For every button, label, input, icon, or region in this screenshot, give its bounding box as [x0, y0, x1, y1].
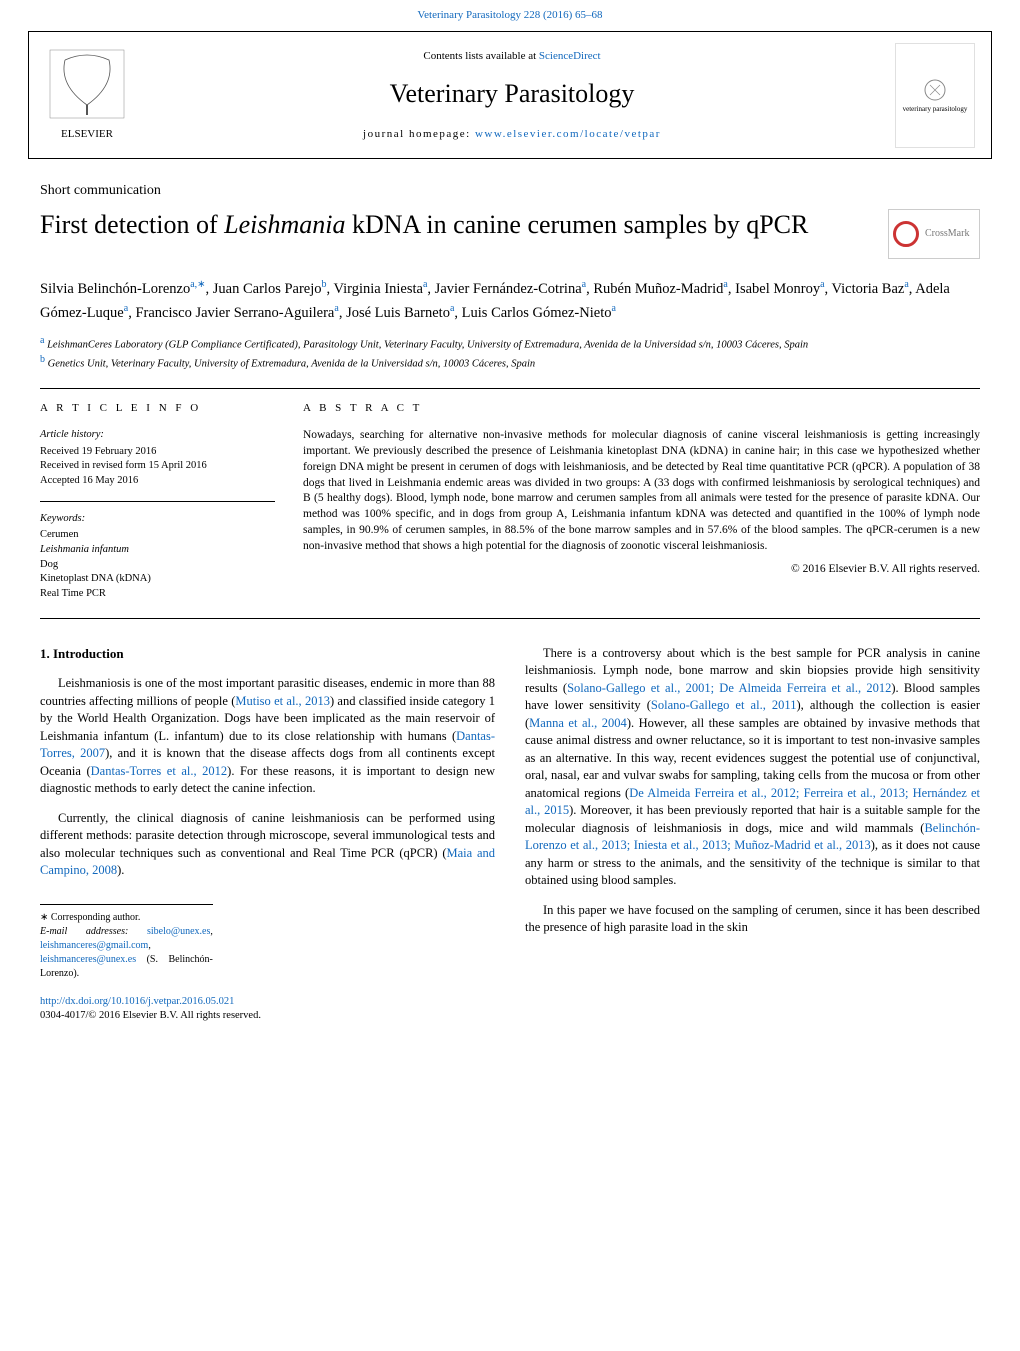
intro-heading: 1. Introduction [40, 645, 495, 663]
right-column: There is a controversy about which is th… [525, 645, 980, 1024]
divider [40, 618, 980, 619]
title-italic: Leishmania [224, 210, 345, 239]
divider [40, 388, 980, 389]
journal-cover-thumbnail: veterinary parasitology [895, 43, 975, 148]
email-line: E-mail addresses: sibelo@unex.es, leishm… [40, 925, 213, 953]
authors-list: Silvia Belinchón-Lorenzoa,∗, Juan Carlos… [40, 277, 980, 324]
citation-link[interactable]: Solano-Gallego et al., 2001; De Almeida … [567, 681, 891, 695]
contents-prefix: Contents lists available at [423, 50, 538, 62]
received-date: Received 19 February 2016 [40, 445, 275, 460]
keyword: Real Time PCR [40, 587, 275, 602]
crossmark-badge[interactable]: CrossMark [888, 209, 980, 259]
abstract-column: A B S T R A C T Nowadays, searching for … [303, 401, 980, 602]
citation-link[interactable]: Solano-Gallego et al., 2011 [651, 698, 797, 712]
keyword: Leishmania infantum [40, 543, 275, 558]
citation-link[interactable]: Manna et al., 2004 [529, 716, 627, 730]
email-link[interactable]: leishmanceres@gmail.com [40, 940, 148, 951]
corresponding-author-note: ∗ Corresponding author. [40, 911, 213, 925]
history-label: Article history: [40, 428, 275, 443]
right-paragraph-2: In this paper we have focused on the sam… [525, 902, 980, 937]
header-center: Contents lists available at ScienceDirec… [137, 49, 887, 142]
affiliations: a LeishmanCeres Laboratory (GLP Complian… [40, 334, 980, 371]
article-type-label: Short communication [40, 181, 980, 201]
keyword: Cerumen [40, 528, 275, 543]
revised-date: Received in revised form 15 April 2016 [40, 459, 275, 474]
email-link[interactable]: leishmanceres@unex.es [40, 954, 136, 965]
doi-block: http://dx.doi.org/10.1016/j.vetpar.2016.… [40, 995, 495, 1024]
elsevier-logo: ELSEVIER [37, 40, 137, 150]
journal-header: ELSEVIER Contents lists available at Sci… [28, 31, 992, 159]
contents-available-line: Contents lists available at ScienceDirec… [137, 49, 887, 64]
homepage-prefix: journal homepage: [363, 128, 475, 140]
crossmark-label: CrossMark [925, 227, 969, 241]
crossmark-icon [893, 221, 919, 247]
title-pre: First detection of [40, 210, 224, 239]
journal-homepage-line: journal homepage: www.elsevier.com/locat… [137, 127, 887, 142]
citation-link[interactable]: Mutiso et al., 2013 [235, 694, 330, 708]
title-post: kDNA in canine cerumen samples by qPCR [345, 210, 808, 239]
keywords-label: Keywords: [40, 512, 275, 527]
svg-text:ELSEVIER: ELSEVIER [61, 128, 114, 140]
abstract-header: A B S T R A C T [303, 401, 980, 416]
keyword: Dog [40, 558, 275, 573]
email-link[interactable]: sibelo@unex.es [147, 926, 210, 937]
sciencedirect-link[interactable]: ScienceDirect [539, 50, 601, 62]
intro-paragraph-2: Currently, the clinical diagnosis of can… [40, 810, 495, 880]
affiliation-b: b Genetics Unit, Veterinary Faculty, Uni… [40, 353, 980, 372]
article-info-header: A R T I C L E I N F O [40, 401, 275, 416]
right-paragraph-1: There is a controversy about which is th… [525, 645, 980, 890]
journal-name: Veterinary Parasitology [137, 76, 887, 112]
intro-paragraph-1: Leishmaniosis is one of the most importa… [40, 675, 495, 798]
left-column: 1. Introduction Leishmaniosis is one of … [40, 645, 495, 1024]
keyword: Kinetoplast DNA (kDNA) [40, 572, 275, 587]
article-title: First detection of Leishmania kDNA in ca… [40, 209, 868, 242]
article-info-column: A R T I C L E I N F O Article history: R… [40, 401, 275, 602]
doi-link[interactable]: http://dx.doi.org/10.1016/j.vetpar.2016.… [40, 996, 234, 1007]
footnotes: ∗ Corresponding author. E-mail addresses… [40, 904, 213, 981]
journal-citation-link[interactable]: Veterinary Parasitology 228 (2016) 65–68 [0, 0, 1020, 27]
abstract-text: Nowadays, searching for alternative non-… [303, 428, 980, 555]
citation-link[interactable]: Dantas-Torres et al., 2012 [91, 764, 228, 778]
accepted-date: Accepted 16 May 2016 [40, 474, 275, 489]
journal-homepage-link[interactable]: www.elsevier.com/locate/vetpar [475, 128, 661, 140]
keywords-block: Keywords: Cerumen Leishmania infantum Do… [40, 501, 275, 602]
email-line-2: leishmanceres@unex.es (S. Belinchón-Lore… [40, 953, 213, 981]
abstract-copyright: © 2016 Elsevier B.V. All rights reserved… [303, 561, 980, 577]
affiliation-a: a LeishmanCeres Laboratory (GLP Complian… [40, 334, 980, 353]
issn-copyright: 0304-4017/© 2016 Elsevier B.V. All right… [40, 1009, 495, 1024]
cover-text: veterinary parasitology [903, 105, 968, 115]
